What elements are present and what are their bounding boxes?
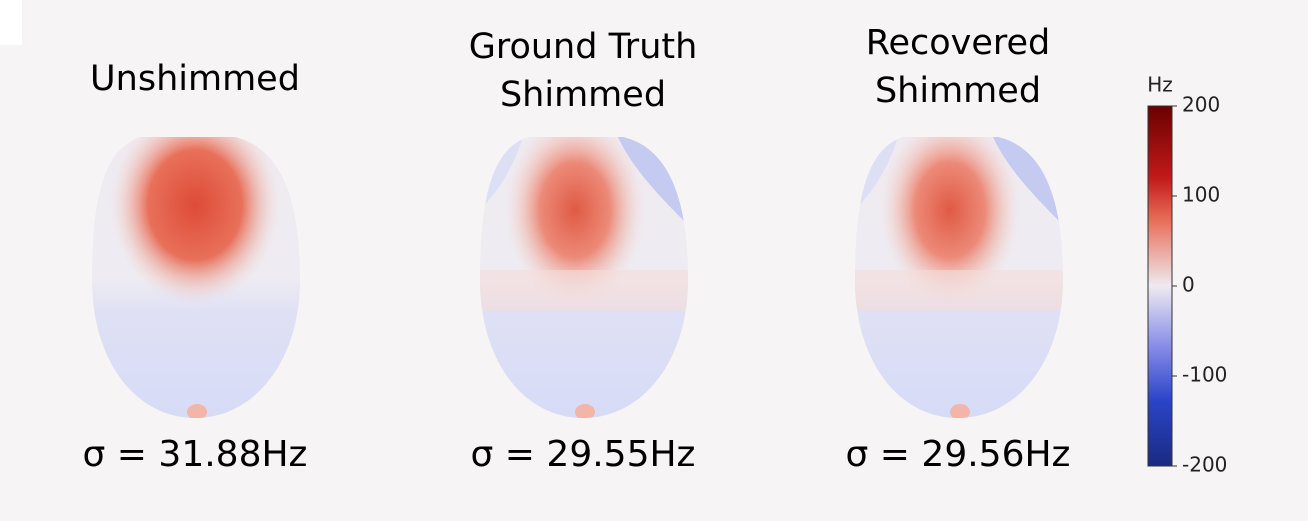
tick-label: 100	[1182, 183, 1220, 207]
corner	[0, 0, 22, 45]
sigma: σ = 29.56Hz	[846, 434, 1071, 475]
map-warm	[855, 270, 1063, 310]
tick-label: -100	[1182, 363, 1227, 387]
map-hot	[505, 137, 645, 305]
map-hot	[110, 137, 280, 305]
panel-title: Shimmed	[500, 75, 666, 115]
sigma: σ = 29.55Hz	[471, 434, 696, 475]
panel-title: Shimmed	[875, 71, 1041, 111]
panel: Ground Truth Shimmed σ = 29.55Hz	[469, 27, 698, 475]
tick-label: -200	[1182, 453, 1227, 477]
field-map	[92, 137, 300, 418]
panel-title: Recovered	[866, 23, 1051, 63]
map-warm	[480, 270, 688, 310]
colorbar-gradient	[1147, 105, 1173, 467]
panels: Unshimmed σ = 31.88Hz Ground Truth Shimmed σ…	[83, 23, 1071, 475]
map-spot	[950, 404, 970, 418]
sigma: σ = 31.88Hz	[83, 434, 308, 475]
tick-label: 0	[1182, 273, 1195, 297]
panel-title: Ground Truth	[469, 27, 698, 67]
colorbar: Hz -200 -100 0 100 200	[1147, 73, 1227, 477]
panel: Recovered Shimmed σ = 29.56Hz	[846, 23, 1071, 475]
colorbar-label: Hz	[1147, 73, 1173, 97]
tick-label: 200	[1182, 93, 1220, 117]
field-map	[855, 137, 1063, 418]
map-spot	[575, 404, 595, 418]
panel-title: Unshimmed	[90, 59, 300, 99]
map-hot	[880, 137, 1020, 305]
field-map	[480, 137, 688, 418]
panel: Unshimmed σ = 31.88Hz	[83, 59, 308, 475]
map-spot	[187, 404, 207, 418]
